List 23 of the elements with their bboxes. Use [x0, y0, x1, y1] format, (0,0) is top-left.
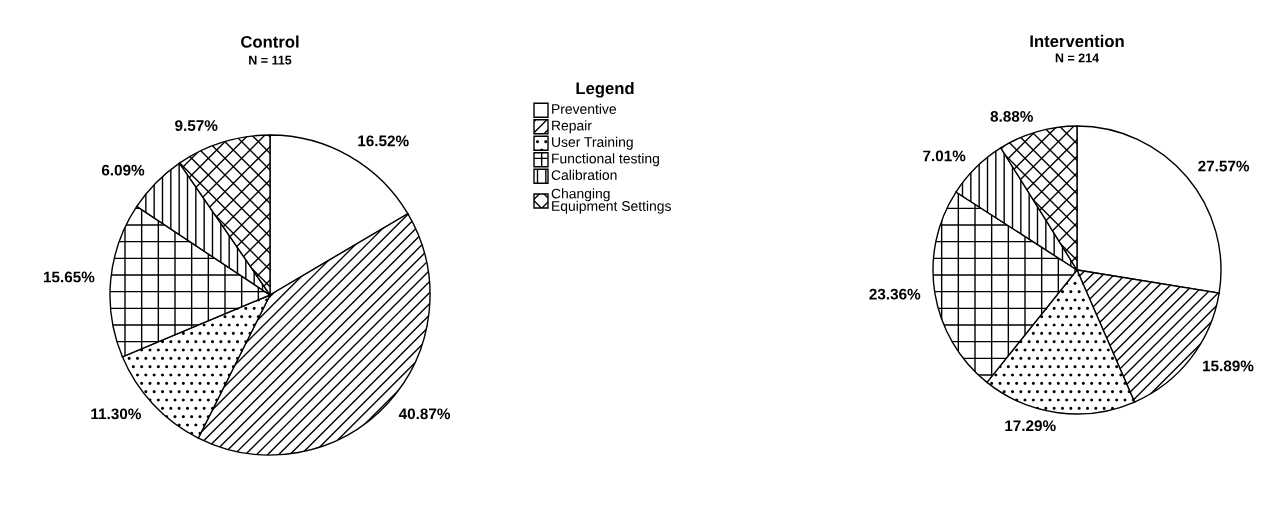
legend-label: Preventive: [552, 103, 616, 114]
data-label: 15.65%: [43, 271, 95, 283]
chart-subtitle: N = 214: [1055, 53, 1099, 63]
legend-label: Calibration: [551, 169, 617, 180]
chart-title: Control: [241, 35, 299, 48]
data-label: 40.87%: [398, 408, 451, 420]
data-label: 16.52%: [358, 135, 409, 147]
data-label: 6.09%: [101, 164, 145, 176]
legend-title: Legend: [576, 82, 634, 98]
data-label: 27.57%: [1198, 160, 1250, 172]
data-label: 17.29%: [1005, 420, 1056, 432]
legend-label: Changing Equipment Settings: [551, 188, 671, 214]
legend-label: Repair: [552, 120, 592, 134]
data-label: 15.89%: [1203, 360, 1254, 372]
data-label: 7.01%: [923, 150, 966, 162]
data-label: 9.57%: [175, 120, 218, 131]
legend-label: Functional testing: [552, 153, 659, 167]
data-label: 8.88%: [990, 111, 1033, 122]
legend-label: User Training: [552, 136, 633, 150]
data-label: 23.36%: [869, 288, 921, 300]
chart-title: Intervention: [1030, 34, 1124, 48]
data-label: 11.30%: [91, 408, 141, 420]
chart-subtitle: N = 115: [249, 55, 292, 65]
